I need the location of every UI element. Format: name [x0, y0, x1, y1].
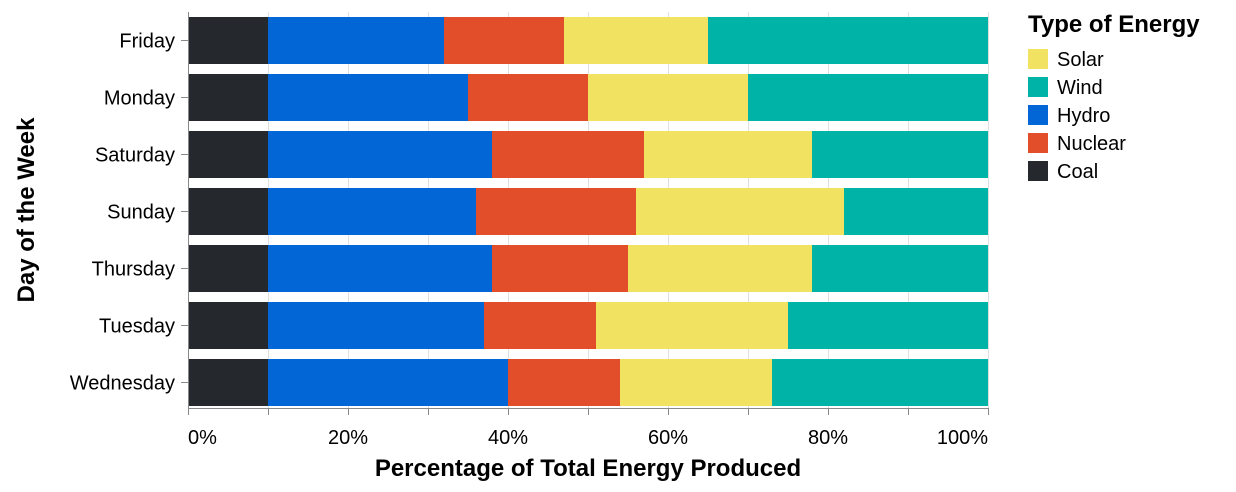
bar-wind-friday — [708, 17, 988, 64]
bar-solar-tuesday — [596, 302, 788, 349]
bars — [188, 17, 988, 406]
legend-item-coal: Coal — [1028, 161, 1098, 183]
bar-nuclear-wednesday — [508, 359, 620, 406]
bar-coal-wednesday — [188, 359, 268, 406]
legend-item-wind: Wind — [1028, 77, 1103, 99]
bar-coal-saturday — [188, 131, 268, 178]
bar-hydro-sunday — [268, 188, 476, 235]
bar-wind-monday — [748, 74, 988, 121]
bar-coal-monday — [188, 74, 268, 121]
x-tick-label: 20% — [328, 427, 368, 449]
legend-swatch — [1028, 133, 1048, 153]
legend-swatch — [1028, 49, 1048, 69]
x-tick-label: 80% — [808, 427, 848, 449]
legend-title: Type of Energy — [1028, 11, 1200, 38]
bar-hydro-wednesday — [268, 359, 508, 406]
bar-coal-thursday — [188, 245, 268, 292]
y-tick-label: Thursday — [92, 259, 175, 281]
x-tick-label: 40% — [488, 427, 528, 449]
y-tick-label: Monday — [104, 88, 175, 110]
bar-hydro-saturday — [268, 131, 492, 178]
bar-hydro-friday — [268, 17, 444, 64]
y-axis: Friday Monday Saturday Sunday Thursday Tuesda… — [70, 12, 189, 408]
legend-item-hydro: Hydro — [1028, 105, 1110, 127]
bar-wind-saturday — [812, 131, 988, 178]
x-axis: 0% 20% 40% 60% 80% 100% — [188, 408, 989, 449]
legend-item-nuclear: Nuclear — [1028, 133, 1126, 155]
bar-coal-sunday — [188, 188, 268, 235]
x-tick-label: 100% — [937, 427, 988, 449]
bar-solar-wednesday — [620, 359, 772, 406]
bar-solar-monday — [588, 74, 748, 121]
bar-hydro-tuesday — [268, 302, 484, 349]
x-tick-label: 0% — [188, 427, 217, 449]
y-tick-label: Wednesday — [70, 373, 175, 395]
bar-nuclear-monday — [468, 74, 588, 121]
legend-label: Nuclear — [1057, 133, 1126, 155]
legend-swatch — [1028, 105, 1048, 125]
y-tick-label: Friday — [119, 31, 175, 53]
bar-nuclear-sunday — [476, 188, 636, 235]
bar-wind-wednesday — [772, 359, 988, 406]
legend-label: Coal — [1057, 161, 1098, 183]
bar-hydro-thursday — [268, 245, 492, 292]
bar-solar-saturday — [644, 131, 812, 178]
legend-item-solar: Solar — [1028, 49, 1104, 71]
legend-label: Hydro — [1057, 105, 1110, 127]
x-axis-title: Percentage of Total Energy Produced — [375, 455, 801, 482]
legend-swatch — [1028, 77, 1048, 97]
legend-swatch — [1028, 161, 1048, 181]
legend-label: Solar — [1057, 49, 1104, 71]
y-tick-label: Tuesday — [99, 316, 175, 338]
y-axis-title: Day of the Week — [13, 117, 40, 303]
bar-wind-sunday — [844, 188, 988, 235]
x-tick-label: 60% — [648, 427, 688, 449]
bar-solar-thursday — [628, 245, 812, 292]
bar-solar-sunday — [636, 188, 844, 235]
bar-nuclear-thursday — [492, 245, 628, 292]
bar-nuclear-tuesday — [484, 302, 596, 349]
bar-coal-friday — [188, 17, 268, 64]
bar-solar-friday — [564, 17, 708, 64]
y-tick-label: Sunday — [107, 202, 175, 224]
bar-coal-tuesday — [188, 302, 268, 349]
legend-label: Wind — [1057, 77, 1103, 99]
bar-wind-tuesday — [788, 302, 988, 349]
y-tick-label: Saturday — [95, 145, 175, 167]
bar-nuclear-friday — [444, 17, 564, 64]
bar-hydro-monday — [268, 74, 468, 121]
bar-nuclear-saturday — [492, 131, 644, 178]
legend: Type of Energy Solar Wind Hydro Nuclear Coal — [1028, 11, 1200, 183]
bar-wind-thursday — [812, 245, 988, 292]
